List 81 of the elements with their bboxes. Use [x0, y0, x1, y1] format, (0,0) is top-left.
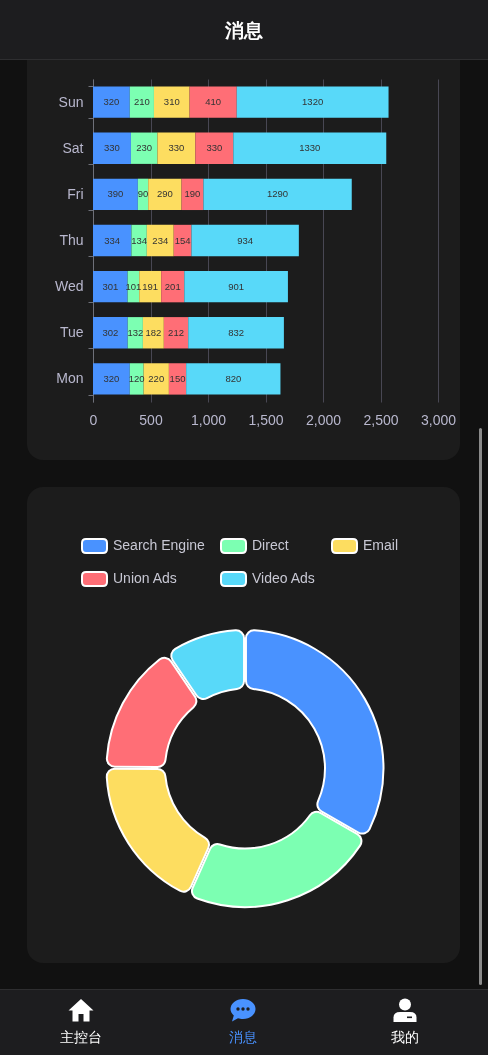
y-tick-label: Sun: [58, 93, 84, 110]
bar: [93, 270, 128, 303]
data-label: 820: [225, 372, 242, 384]
bar: [93, 178, 138, 211]
bar: [186, 363, 281, 395]
text: 消息: [225, 18, 263, 41]
bar: [184, 270, 288, 303]
data-label: 302: [102, 326, 119, 338]
data-label: 330: [104, 142, 120, 154]
data-label: 120: [128, 372, 145, 384]
x-tick-label: 0: [89, 411, 98, 428]
bar: [129, 363, 144, 395]
data-label: 330: [206, 142, 223, 154]
y-tick-label: Tue: [59, 324, 84, 341]
bar: [153, 86, 190, 118]
data-label: 320: [103, 96, 120, 108]
bar: [93, 224, 132, 257]
data-label: 334: [104, 234, 121, 246]
data-label: 310: [163, 96, 180, 108]
data-label: 210: [133, 96, 150, 108]
data-label: 220: [148, 372, 165, 384]
bar: [93, 317, 128, 349]
data-label: 410: [205, 96, 222, 108]
y-tick-label: Mon: [56, 370, 84, 387]
data-label: 832: [228, 326, 244, 338]
x-tick-label: 500: [139, 411, 163, 428]
bar: [236, 86, 389, 118]
y-tick-label: Fri: [67, 185, 84, 202]
bar: [191, 224, 299, 257]
text: 消息: [228, 1029, 258, 1046]
bar: [146, 224, 174, 257]
y-tick-label: Thu: [59, 232, 84, 248]
bar: [131, 224, 147, 257]
data-label: 1290: [267, 188, 289, 200]
bar: [129, 86, 154, 118]
data-label: 230: [136, 142, 153, 154]
data-label: 154: [174, 234, 191, 246]
y-tick-label: Wed: [54, 278, 84, 295]
data-label: 132: [127, 326, 144, 338]
bar: [233, 132, 387, 164]
y-tick-label: Sat: [62, 139, 84, 156]
x-tick-label: 1,500: [248, 411, 284, 428]
data-label: 90: [137, 188, 149, 200]
bar: [188, 317, 284, 349]
bar: [189, 86, 237, 118]
data-label: 234: [152, 234, 169, 246]
data-label: 901: [228, 280, 245, 292]
legend-label: Video Ads: [252, 570, 315, 586]
text: 我的: [390, 1029, 420, 1046]
bar: [93, 132, 131, 164]
data-label: 1330: [299, 142, 321, 154]
data-label: 190: [184, 188, 201, 200]
x-tick-label: 1,000: [190, 411, 227, 428]
bar: [93, 86, 130, 118]
data-label: 1320: [302, 96, 324, 108]
legend-label: Union Ads: [113, 570, 177, 586]
data-label: 212: [168, 326, 184, 338]
data-label: 191: [142, 280, 159, 292]
data-label: 301: [102, 280, 119, 292]
bar: [157, 132, 196, 164]
bar: [203, 178, 352, 211]
data-label: 182: [145, 326, 162, 338]
data-label: 390: [107, 188, 124, 200]
bar: [195, 132, 234, 164]
data-label: 290: [156, 188, 173, 200]
data-label: 150: [169, 372, 186, 384]
data-label: 134: [131, 234, 148, 246]
x-tick-label: 3,000: [420, 411, 457, 428]
bar: [148, 178, 182, 211]
legend-label: Email: [363, 537, 399, 553]
data-label: 201: [164, 280, 181, 292]
text: 主控台: [59, 1029, 103, 1046]
x-tick-label: 2,000: [305, 411, 342, 428]
bar: [93, 363, 130, 395]
data-label: 330: [168, 142, 185, 154]
data-label: 320: [103, 372, 120, 384]
x-tick-label: 2,500: [363, 411, 399, 428]
bar: [143, 363, 169, 395]
legend-label: Direct: [252, 537, 289, 553]
data-label: 934: [237, 234, 254, 246]
legend-label: Search Engine: [113, 537, 206, 553]
